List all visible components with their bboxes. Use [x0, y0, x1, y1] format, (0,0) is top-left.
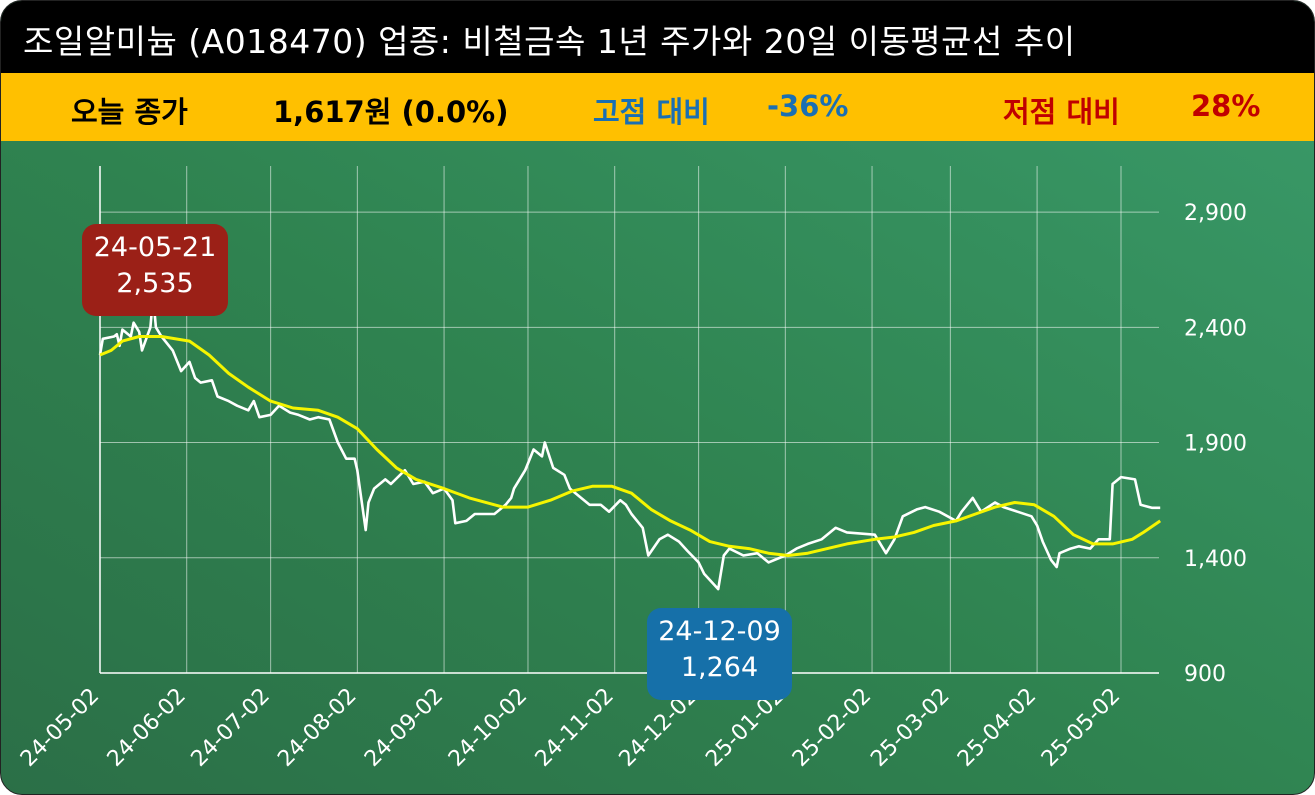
high-annotation-value: 2,535 [116, 268, 194, 299]
y-tick-label: 1,900 [1184, 432, 1247, 457]
close-label: 오늘 종가 [71, 95, 188, 129]
summary-bar: 오늘 종가 1,617원 (0.0%) 고점 대비 -36% 저점 대비 28% [1, 73, 1314, 141]
low-annotation-date: 24-12-09 [658, 616, 781, 647]
y-tick-label: 1,400 [1184, 547, 1247, 572]
y-tick-label: 2,900 [1184, 201, 1247, 226]
x-tick-label: 24-10-02 [444, 684, 532, 772]
y-tick-label: 2,400 [1184, 316, 1247, 341]
high-compare-label: 고점 대비 [593, 95, 710, 129]
x-tick-label: 24-05-02 [16, 684, 104, 772]
low-annotation-value: 1,264 [680, 652, 759, 683]
series-layer [98, 294, 1162, 591]
x-tick-label: 25-04-02 [953, 684, 1041, 772]
x-tick-label: 24-06-02 [103, 684, 191, 772]
x-tick-label: 24-09-02 [360, 684, 448, 772]
x-tick-label: 25-02-02 [788, 684, 876, 772]
close-value: 1,617원 (0.0%) [273, 95, 509, 129]
moving-average-line [99, 335, 1162, 557]
low-compare-value: 28% [1191, 89, 1261, 123]
high-annotation: 24-05-21 2,535 [82, 224, 228, 316]
high-compare-value: -36% [767, 89, 849, 123]
chart-title: 조일알미늄 (A018470) 업종: 비철금속 1년 주가와 20일 이동평균… [23, 22, 1076, 61]
x-tick-label: 25-03-02 [866, 684, 954, 772]
high-annotation-date: 24-05-21 [93, 232, 217, 263]
title-bar: 조일알미늄 (A018470) 업종: 비철금속 1년 주가와 20일 이동평균… [1, 1, 1314, 73]
low-compare-label: 저점 대비 [1003, 95, 1120, 129]
low-annotation: 24-12-09 1,264 [647, 608, 792, 700]
x-tick-label: 24-08-02 [273, 684, 361, 772]
x-tick-label: 25-05-02 [1037, 684, 1125, 772]
x-tick-label: 24-11-02 [531, 684, 619, 772]
y-tick-label: 900 [1184, 662, 1226, 687]
x-tick-label: 24-07-02 [187, 684, 275, 772]
grid-layer [99, 166, 1159, 674]
